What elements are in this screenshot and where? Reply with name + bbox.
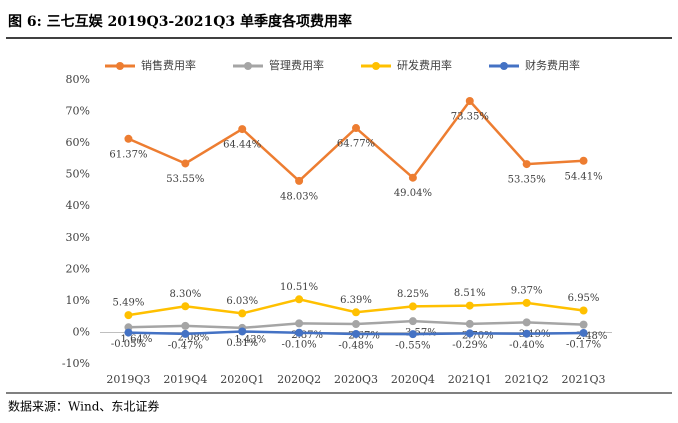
data-point xyxy=(181,302,190,311)
data-point xyxy=(352,320,360,329)
data-point xyxy=(465,319,474,328)
data-label: 73.35% xyxy=(451,111,489,122)
y-tick-label: 20% xyxy=(66,262,90,275)
data-label: 53.55% xyxy=(166,174,204,185)
data-label: -0.10% xyxy=(282,339,317,350)
data-point xyxy=(465,329,474,338)
data-point xyxy=(522,298,531,307)
data-point xyxy=(579,306,588,315)
x-tick-label: 2021Q3 xyxy=(562,373,606,386)
data-label: 2.67% xyxy=(348,331,380,342)
data-label: -0.40% xyxy=(509,340,544,351)
data-label: 6.39% xyxy=(340,295,372,306)
data-point xyxy=(181,321,190,330)
data-label: -0.55% xyxy=(395,341,430,352)
data-point xyxy=(238,125,247,134)
legend-label: 销售费用率 xyxy=(141,58,196,72)
legend-label: 研发费用率 xyxy=(397,58,452,72)
x-tick-label: 2021Q2 xyxy=(505,373,549,386)
x-tick-label: 2019Q3 xyxy=(106,373,150,386)
data-point xyxy=(238,309,247,318)
data-label: 10.51% xyxy=(280,282,318,293)
data-point xyxy=(408,173,417,182)
data-label: 0.31% xyxy=(226,338,258,349)
data-label: 49.04% xyxy=(394,188,432,199)
data-label: 5.49% xyxy=(113,298,145,309)
y-tick-label: 40% xyxy=(66,199,90,212)
data-point xyxy=(579,320,588,329)
data-label: 1.64% xyxy=(121,334,153,345)
data-label: 8.51% xyxy=(454,288,486,299)
legend-marker xyxy=(372,62,380,70)
data-label: 54.41% xyxy=(564,171,602,182)
chart-title: 图 6: 三七互娱 2019Q3-2021Q3 单季度各项费用率 xyxy=(8,13,352,30)
data-point xyxy=(408,317,417,326)
data-point xyxy=(295,328,304,337)
data-point xyxy=(522,318,531,327)
legend-marker xyxy=(244,62,252,70)
data-label: 2.48% xyxy=(576,331,608,342)
x-tick-label: 2020Q1 xyxy=(220,373,264,386)
data-point xyxy=(124,328,133,337)
data-point xyxy=(181,159,190,168)
data-point xyxy=(465,301,474,310)
data-point xyxy=(352,329,360,338)
data-point xyxy=(579,328,588,337)
x-tick-label: 2020Q4 xyxy=(391,373,435,386)
data-label: 6.95% xyxy=(568,293,600,304)
data-point xyxy=(352,308,360,317)
data-point xyxy=(181,329,190,338)
data-point xyxy=(522,160,531,169)
data-label: 64.77% xyxy=(337,139,375,150)
data-point xyxy=(522,329,531,338)
data-label: -0.48% xyxy=(338,340,373,351)
data-label: 61.37% xyxy=(109,149,147,160)
data-point xyxy=(579,156,588,165)
data-label: 53.35% xyxy=(508,175,546,186)
data-label: -0.47% xyxy=(168,340,203,351)
legend-marker xyxy=(500,62,508,70)
data-label: 9.37% xyxy=(511,285,543,296)
y-tick-label: 60% xyxy=(66,136,90,149)
data-label: 2.70% xyxy=(462,330,494,341)
data-point xyxy=(408,302,417,311)
y-tick-label: 70% xyxy=(66,105,90,118)
y-tick-label: 80% xyxy=(66,73,90,86)
data-label: 48.03% xyxy=(280,191,318,202)
data-point xyxy=(465,96,474,105)
data-label: 8.25% xyxy=(397,289,429,300)
data-point xyxy=(295,295,304,304)
data-point xyxy=(352,124,360,133)
data-label: 64.44% xyxy=(223,140,261,151)
data-point xyxy=(124,134,133,143)
data-point xyxy=(408,330,417,339)
legend-marker xyxy=(116,62,124,70)
data-label: -0.05% xyxy=(111,339,146,350)
data-point xyxy=(124,311,133,320)
y-tick-label: 0% xyxy=(73,325,90,338)
data-point xyxy=(295,176,304,185)
data-label: 1.43% xyxy=(234,334,266,345)
data-point xyxy=(238,327,247,336)
x-tick-label: 2020Q3 xyxy=(334,373,378,386)
x-tick-label: 2020Q2 xyxy=(277,373,321,386)
y-tick-label: 10% xyxy=(66,294,90,307)
data-label: 2.08% xyxy=(177,332,209,343)
data-label: 8.30% xyxy=(169,289,201,300)
y-tick-label: 30% xyxy=(66,231,90,244)
legend-label: 管理费用率 xyxy=(269,58,324,72)
y-tick-label: -10% xyxy=(62,357,90,370)
data-label: 2.87% xyxy=(291,330,323,341)
x-tick-label: 2019Q4 xyxy=(163,373,207,386)
legend-label: 财务费用率 xyxy=(525,58,580,72)
data-label: 6.03% xyxy=(226,296,258,307)
source-note: 数据来源：Wind、东北证券 xyxy=(8,399,159,414)
data-label: -0.29% xyxy=(452,340,487,351)
data-label: -0.17% xyxy=(566,339,601,350)
y-tick-label: 50% xyxy=(66,168,90,181)
x-tick-label: 2021Q1 xyxy=(448,373,492,386)
data-point xyxy=(295,319,304,328)
